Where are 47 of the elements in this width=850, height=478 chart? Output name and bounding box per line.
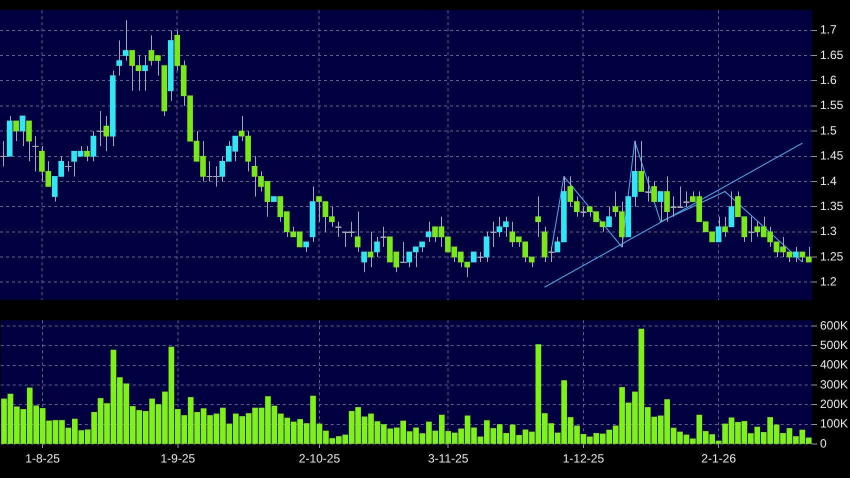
- candlestick: [374, 236, 380, 258]
- y-tick-label: 1.55: [820, 98, 844, 112]
- y-tick-label: 1.45: [820, 148, 844, 163]
- candlestick: [658, 191, 664, 222]
- y-tick-label: 1.65: [820, 48, 844, 62]
- y-tick-label: 1.2: [820, 274, 838, 288]
- candlestick: [84, 146, 90, 162]
- candlestick: [116, 40, 122, 76]
- candlestick: [470, 252, 476, 262]
- y-tick-label: 200K: [820, 397, 848, 412]
- candlestick: [361, 251, 367, 273]
- candlestick: [20, 115, 26, 147]
- y-tick-label: 1.35: [820, 198, 844, 213]
- candlestick: [535, 196, 541, 238]
- y-tick-label: 400K: [820, 358, 848, 372]
- x-tick-label: 3-11-25: [428, 452, 469, 466]
- y-tick-label: 300K: [820, 377, 848, 392]
- y-tick-label: 1.6: [820, 73, 838, 88]
- candlestick: [142, 55, 148, 92]
- y-tick-label: 1.7: [820, 22, 838, 37]
- x-tick-label: 1-12-25: [562, 452, 604, 466]
- candlestick: [354, 211, 360, 252]
- candlestick: [13, 120, 19, 142]
- candlestick: [716, 216, 722, 242]
- y-tick-label: 1.4: [820, 174, 838, 188]
- y-tick-label: 1.25: [820, 249, 844, 264]
- candlestick: [122, 20, 128, 62]
- candlestick: [426, 221, 432, 242]
- x-tick-label: 2-1-26: [701, 452, 736, 466]
- candlestick: [793, 246, 799, 263]
- y-tick-label: 1.3: [820, 224, 838, 238]
- y-tick-label: 100K: [820, 416, 848, 431]
- candlestick: [722, 216, 728, 238]
- x-tick-label: 2-10-25: [298, 452, 340, 466]
- candlestick: [90, 130, 96, 162]
- y-tick-label: 600K: [820, 318, 848, 332]
- candlestick: [368, 231, 374, 268]
- candlestick: [303, 241, 309, 252]
- x-tick-label: 1-8-25: [25, 452, 60, 466]
- candlestick: [728, 191, 734, 228]
- x-tick-label: 1-9-25: [160, 452, 196, 466]
- candlestick: [26, 120, 32, 162]
- y-tick-label: 0: [820, 436, 827, 450]
- y-tick-label: 500K: [820, 338, 848, 352]
- candlestick: [644, 176, 652, 202]
- candlestick: [606, 206, 612, 228]
- y-tick-label: 1.5: [820, 123, 838, 138]
